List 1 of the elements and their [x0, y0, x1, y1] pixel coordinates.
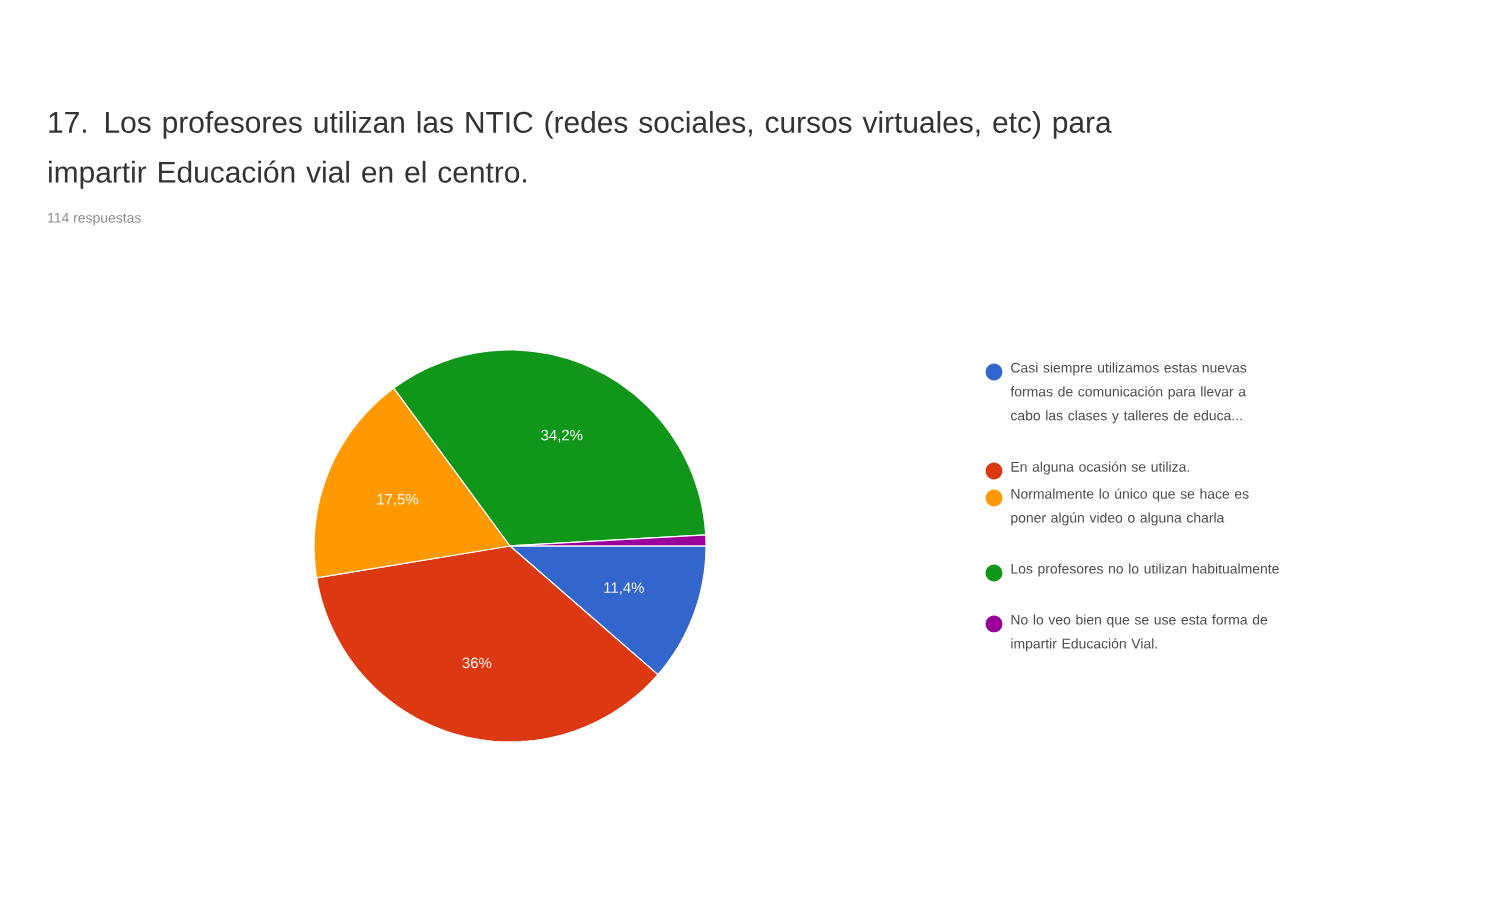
chart-title: 17. Los profesores utilizan las NTIC (redes sociales, cursos virtuales, etc) para impartir Educación vial en el centro.: [49, 111, 1112, 189]
